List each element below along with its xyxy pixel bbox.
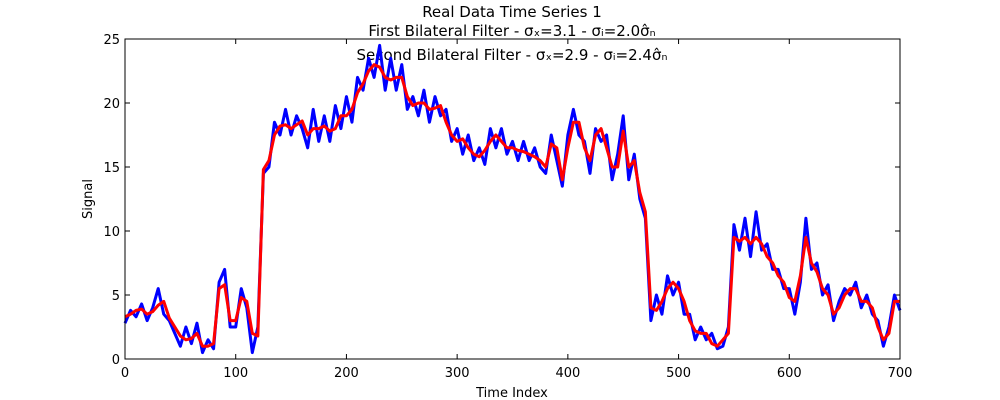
- x-tick-label: 500: [666, 366, 691, 381]
- y-tick-label: 20: [103, 97, 120, 112]
- plot-frame: [124, 38, 901, 360]
- x-tick-label: 100: [223, 366, 248, 381]
- y-axis-label: Signal: [81, 179, 96, 219]
- series-line: [124, 63, 900, 348]
- chart-title: Real Data Time Series 1: [422, 3, 602, 21]
- y-tick-label: 10: [103, 225, 120, 240]
- chart-subtitle: First Bilateral Filter - σₓ=3.1 - σᵢ=2.0…: [368, 22, 655, 40]
- x-tick-label: 700: [888, 366, 913, 381]
- x-tick-label: 600: [777, 366, 802, 381]
- x-tick-label: 300: [445, 366, 470, 381]
- y-tick-label: 25: [103, 33, 120, 48]
- chart-subtitle: Second Bilateral Filter - σₓ=2.9 - σᵢ=2.…: [357, 46, 668, 64]
- x-tick-label: 0: [121, 366, 129, 381]
- y-tick-label: 5: [112, 289, 120, 304]
- x-tick-label: 200: [334, 366, 359, 381]
- x-tick-label: 400: [555, 366, 580, 381]
- x-axis-label: Time Index: [475, 386, 548, 400]
- y-tick-label: 15: [103, 161, 120, 176]
- y-tick-label: 0: [112, 353, 120, 368]
